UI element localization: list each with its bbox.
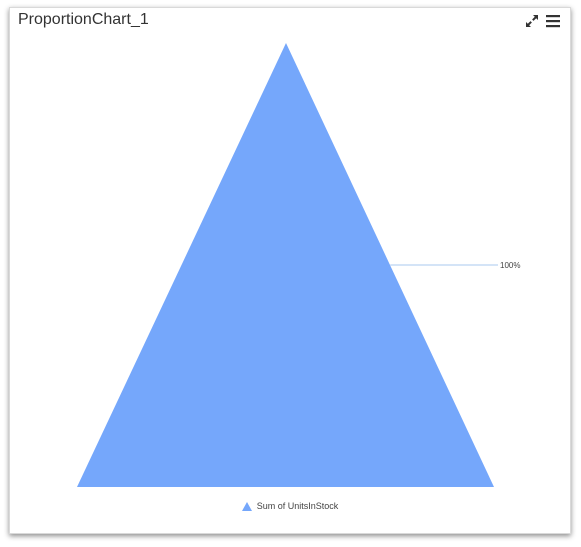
menu-icon[interactable] [545, 13, 561, 29]
legend: Sum of UnitsInStock [10, 501, 570, 511]
legend-label[interactable]: Sum of UnitsInStock [256, 501, 339, 511]
data-label: 100% [500, 261, 520, 270]
widget-title: ProportionChart_1 [18, 11, 149, 28]
expand-icon[interactable] [524, 13, 540, 29]
pyramid-chart: 100% [77, 43, 520, 487]
proportion-chart-widget: ProportionChart_1 100% Sum of UnitsInSto… [9, 7, 571, 534]
legend-marker-triangle-icon [241, 501, 252, 511]
pyramid-segment[interactable] [77, 43, 494, 487]
